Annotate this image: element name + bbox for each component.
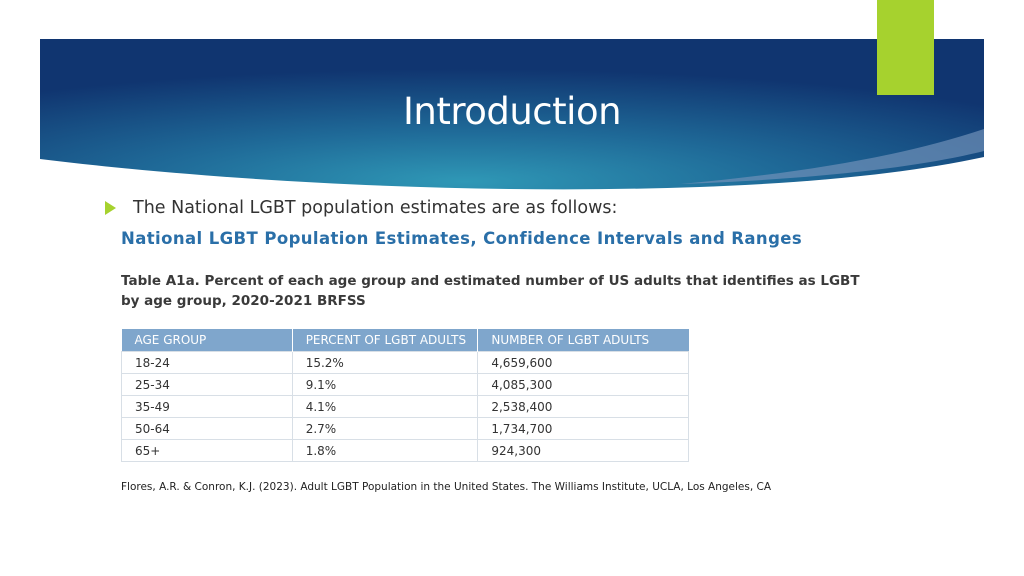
cell-age-group: 50-64 [121, 417, 293, 440]
table-header-row: AGE GROUP PERCENT OF LGBT ADULTS NUMBER … [121, 329, 689, 352]
title-banner [40, 39, 984, 191]
bullet-item: The National LGBT population estimates a… [105, 195, 617, 221]
cell-age-group: 35-49 [121, 395, 293, 418]
figure-heading: National LGBT Population Estimates, Conf… [121, 229, 803, 248]
cell-age-group: 25-34 [121, 373, 293, 396]
lgbt-estimates-table: AGE GROUP PERCENT OF LGBT ADULTS NUMBER … [121, 329, 689, 462]
cell-percent: 9.1% [291, 373, 479, 396]
cell-percent: 4.1% [291, 395, 479, 418]
header-age-group: AGE GROUP [121, 329, 293, 352]
table-row: 50-64 2.7% 1,734,700 [121, 417, 689, 440]
table-row: 35-49 4.1% 2,538,400 [121, 395, 689, 418]
slide-title: Introduction [402, 90, 622, 133]
bullet-text: The National LGBT population estimates a… [133, 198, 618, 218]
cell-number: 924,300 [477, 439, 689, 462]
source-citation: Flores, A.R. & Conron, K.J. (2023). Adul… [121, 481, 772, 493]
cell-number: 4,085,300 [477, 373, 689, 396]
caption-line-1: Table A1a. Percent of each age group and… [121, 273, 860, 289]
table-row: 25-34 9.1% 4,085,300 [121, 373, 689, 396]
header-number: NUMBER OF LGBT ADULTS [477, 329, 689, 352]
cell-number: 4,659,600 [477, 351, 689, 374]
accent-tab [877, 0, 934, 95]
table-row: 65+ 1.8% 924,300 [121, 439, 689, 462]
cell-percent: 2.7% [291, 417, 479, 440]
cell-age-group: 65+ [121, 439, 293, 462]
cell-percent: 15.2% [291, 351, 479, 374]
header-percent: PERCENT OF LGBT ADULTS [292, 329, 479, 352]
cell-age-group: 18-24 [121, 351, 293, 374]
cell-number: 1,734,700 [477, 417, 689, 440]
table-caption: Table A1a. Percent of each age group and… [121, 271, 860, 311]
bullet-arrow-icon [105, 201, 116, 215]
table-row: 18-24 15.2% 4,659,600 [121, 351, 689, 374]
cell-number: 2,538,400 [477, 395, 689, 418]
cell-percent: 1.8% [291, 439, 479, 462]
caption-line-2: by age group, 2020-2021 BRFSS [121, 293, 366, 309]
